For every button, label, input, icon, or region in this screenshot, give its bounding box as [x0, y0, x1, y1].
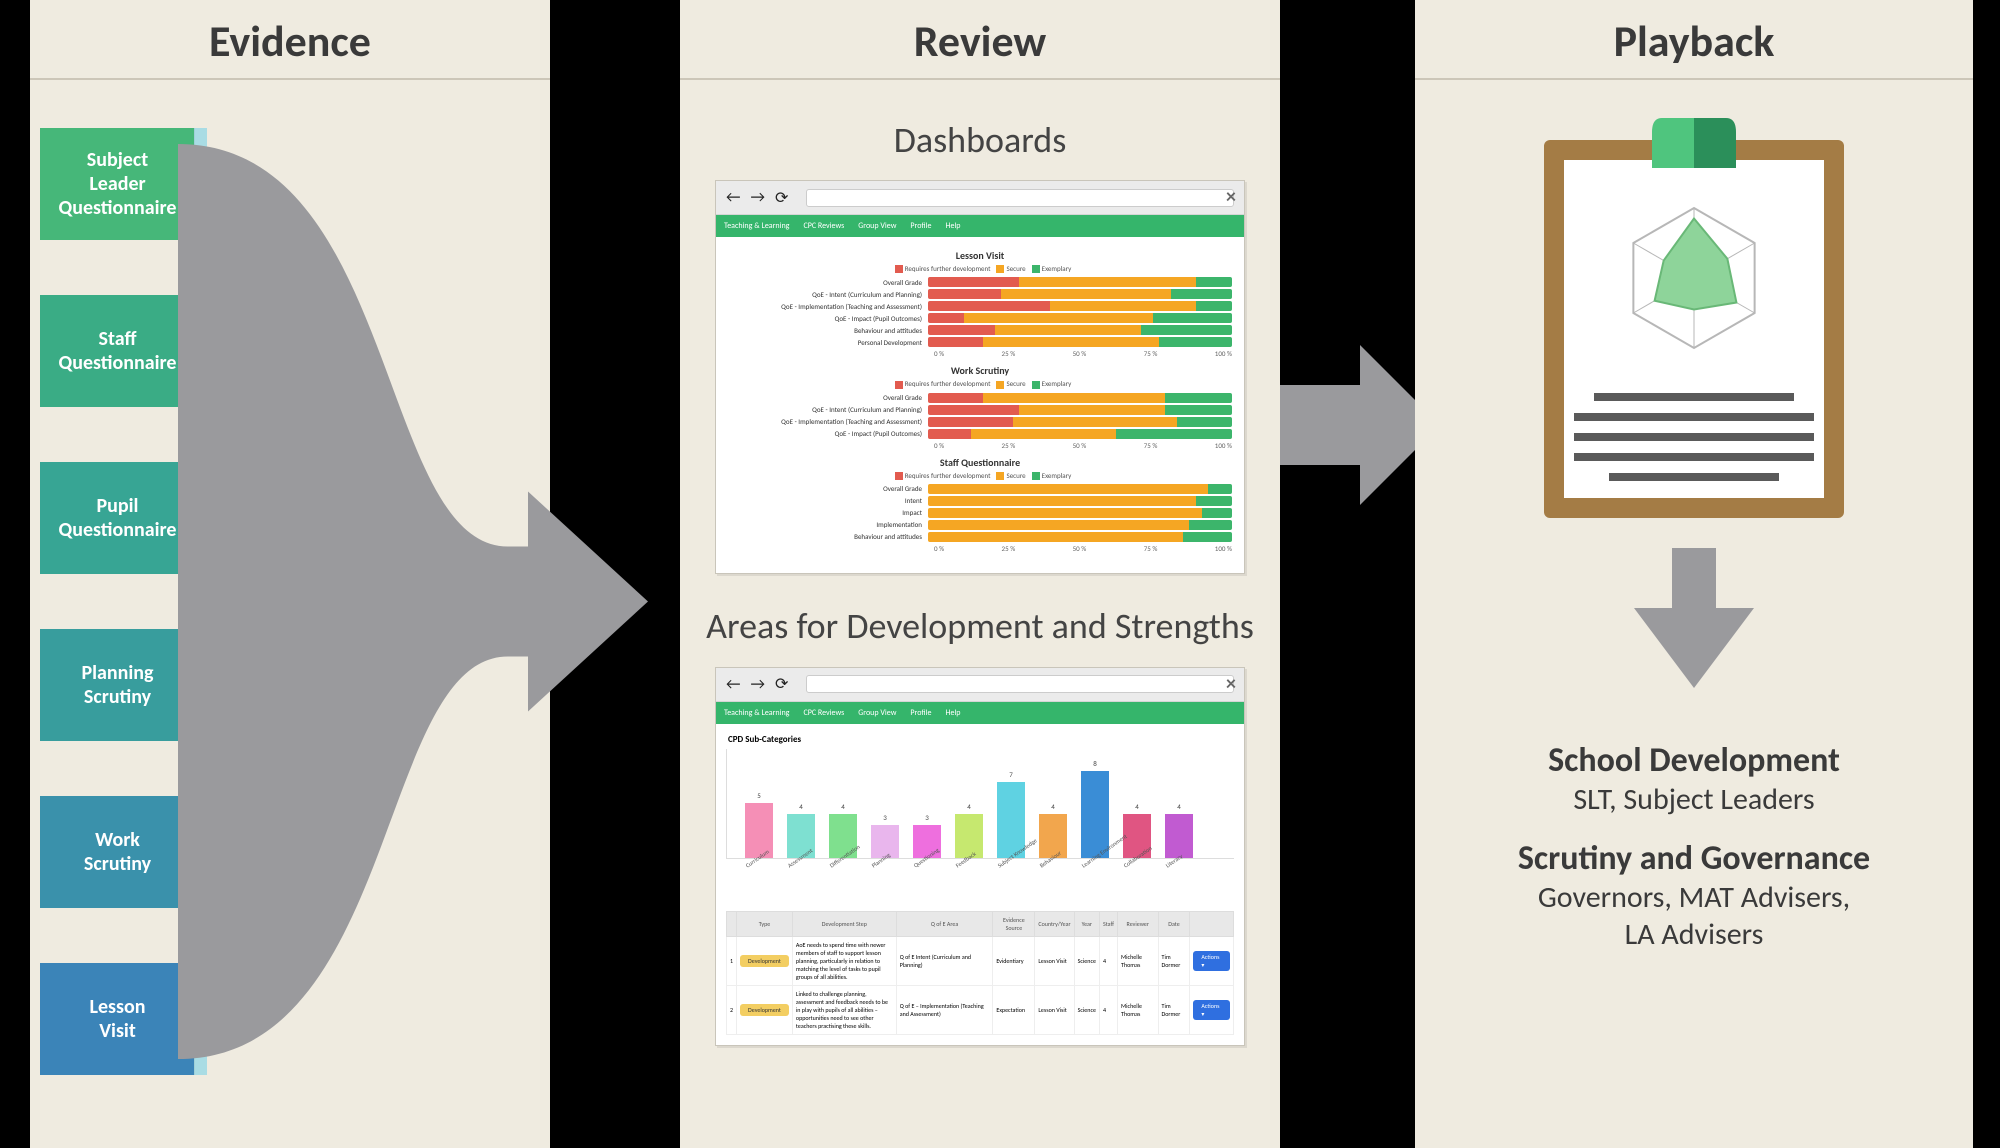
- bar-chart: 54433474844: [726, 749, 1234, 859]
- close-icon: ×: [1226, 672, 1236, 696]
- clipboard-graphic: [1544, 118, 1844, 518]
- scrutiny-heading: Scrutiny and Governance: [1415, 838, 1973, 879]
- forward-icon: →: [750, 675, 764, 694]
- app-tab: Help: [945, 708, 960, 718]
- back-icon: ←: [726, 188, 740, 207]
- app-tab: Group View: [858, 221, 896, 231]
- app-tab: CPC Reviews: [803, 708, 844, 718]
- down-arrow: [1634, 548, 1754, 693]
- app-tab: CPC Reviews: [803, 221, 844, 231]
- chart-title: CPD Sub-Categories: [728, 734, 1234, 745]
- playback-title: Playback: [1415, 0, 1973, 80]
- browser-toolbar: ← → ⟳: [716, 181, 1244, 215]
- evidence-title: Evidence: [30, 0, 550, 80]
- school-dev-heading: School Development: [1415, 740, 1973, 781]
- app-tab: Profile: [910, 221, 931, 231]
- app-tab: Profile: [910, 708, 931, 718]
- reload-icon: ⟳: [775, 674, 788, 694]
- evidence-tile: StaffQuestionnaire: [40, 295, 195, 407]
- dashboards-heading: Dashboards: [680, 118, 1280, 162]
- close-icon: ×: [1226, 185, 1236, 209]
- review-column: Review Dashboards × ← → ⟳ Teaching & Lea…: [680, 0, 1280, 1148]
- app-tab: Group View: [858, 708, 896, 718]
- bar-chart-xlabels: CurriculumAssessmentDifferentiationPlann…: [726, 863, 1234, 871]
- playback-text-block: School Development SLT, Subject Leaders …: [1415, 732, 1973, 973]
- evidence-tile: LessonVisit: [40, 963, 195, 1075]
- diagram-stage: Evidence SubjectLeaderQuestionnaire Staff…: [0, 0, 2000, 1148]
- app-tabbar: Teaching & Learning CPC Reviews Group View…: [716, 702, 1244, 724]
- url-field: [806, 675, 1234, 693]
- scrutiny-sub-1: Governors, MAT Advisers,: [1415, 879, 1973, 916]
- reload-icon: ⟳: [775, 188, 788, 208]
- back-icon: ←: [726, 675, 740, 694]
- app-tabbar: Teaching & Learning CPC Reviews Group View…: [716, 215, 1244, 237]
- app-tab: Teaching & Learning: [724, 708, 789, 718]
- review-title: Review: [680, 0, 1280, 80]
- dashboards-window: × ← → ⟳ Teaching & Learning CPC Reviews Gr…: [715, 180, 1245, 574]
- areas-heading: Areas for Development and Strengths: [680, 604, 1280, 649]
- development-table: TypeDevelopment StepQ of E AreaEvidence …: [726, 911, 1234, 1035]
- areas-heading-text: Areas for Development and Strengths: [706, 604, 1254, 648]
- dashboards-body: Lesson VisitRequires further development…: [716, 237, 1244, 573]
- browser-toolbar: ← → ⟳: [716, 668, 1244, 702]
- scrutiny-sub-2: LA Advisers: [1415, 916, 1973, 953]
- evidence-tile: PlanningScrutiny: [40, 629, 195, 741]
- school-dev-sub: SLT, Subject Leaders: [1415, 781, 1973, 818]
- evidence-column: Evidence SubjectLeaderQuestionnaire Staff…: [30, 0, 550, 1148]
- evidence-tiles: SubjectLeaderQuestionnaire StaffQuestionn…: [40, 128, 195, 1130]
- evidence-tile: WorkScrutiny: [40, 796, 195, 908]
- app-tab: Help: [945, 221, 960, 231]
- app-tab: Teaching & Learning: [724, 221, 789, 231]
- barchart-window: × ← → ⟳ Teaching & Learning CPC Reviews Gr…: [715, 667, 1245, 1046]
- forward-icon: →: [750, 188, 764, 207]
- chart-body: CPD Sub-Categories 54433474844 Curriculu…: [716, 724, 1244, 1045]
- evidence-tile: PupilQuestionnaire: [40, 462, 195, 574]
- url-field: [806, 189, 1234, 207]
- evidence-tile: SubjectLeaderQuestionnaire: [40, 128, 195, 240]
- playback-column: Playback School Development: [1415, 0, 1973, 1148]
